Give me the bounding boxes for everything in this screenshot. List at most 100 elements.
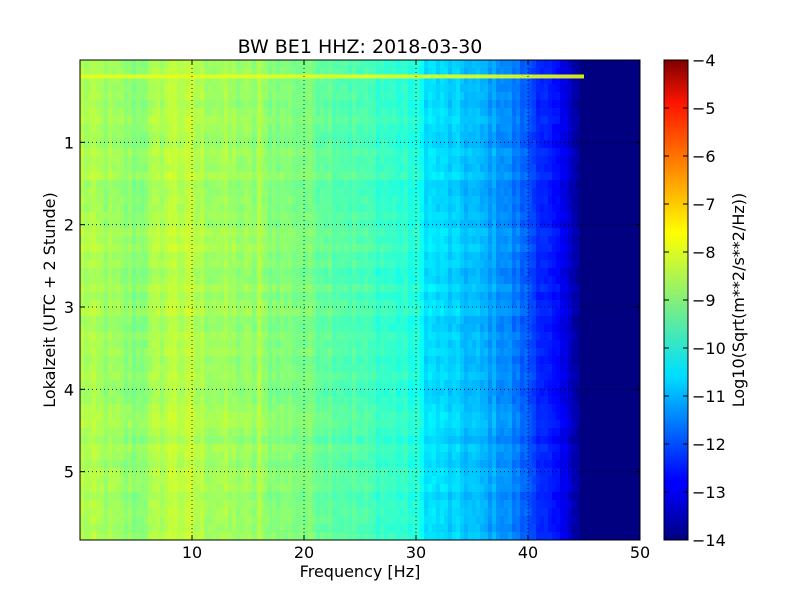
heatmap-cell xyxy=(120,284,125,293)
heatmap-cell xyxy=(228,324,233,333)
heatmap-cell xyxy=(216,316,221,325)
heatmap-cell xyxy=(248,116,253,125)
heatmap-cell xyxy=(88,220,93,229)
heatmap-cell xyxy=(488,212,493,221)
heatmap-cell xyxy=(148,172,153,181)
heatmap-cell xyxy=(252,172,257,181)
heatmap-cell xyxy=(392,228,397,237)
heatmap-cell xyxy=(536,308,541,317)
heatmap-cell xyxy=(612,228,617,237)
heatmap-cell xyxy=(364,60,369,69)
heatmap-cell xyxy=(240,100,245,109)
heatmap-cell xyxy=(292,84,297,93)
heatmap-cell xyxy=(132,308,137,317)
heatmap-cell xyxy=(96,220,101,229)
heatmap-cell xyxy=(220,116,225,125)
heatmap-cell xyxy=(128,292,133,301)
heatmap-cell xyxy=(352,340,357,349)
heatmap-cell xyxy=(140,180,145,189)
heatmap-cell xyxy=(148,140,153,149)
heatmap-cell xyxy=(336,316,341,325)
heatmap-cell xyxy=(356,124,361,133)
heatmap-cell xyxy=(216,228,221,237)
heatmap-cell xyxy=(352,292,357,301)
heatmap-cell xyxy=(84,332,89,341)
heatmap-cell xyxy=(196,84,201,93)
heatmap-cell xyxy=(488,316,493,325)
heatmap-cell xyxy=(356,276,361,285)
heatmap-cell xyxy=(428,100,433,109)
heatmap-cell xyxy=(460,164,465,173)
heatmap-cell xyxy=(572,220,577,229)
heatmap-cell xyxy=(464,92,469,101)
heatmap-cell xyxy=(592,68,597,77)
heatmap-cell xyxy=(216,132,221,141)
heatmap-cell xyxy=(184,100,189,109)
heatmap-cell xyxy=(152,156,157,165)
heatmap-cell xyxy=(592,308,597,317)
heatmap-cell xyxy=(636,188,640,197)
heatmap-cell xyxy=(472,124,477,133)
heatmap-cell xyxy=(240,244,245,253)
heatmap-cell xyxy=(552,116,557,125)
heatmap-cell xyxy=(432,124,437,133)
heatmap-cell xyxy=(108,220,113,229)
heatmap-cell xyxy=(564,252,569,261)
heatmap-cell xyxy=(616,132,621,141)
heatmap-cell xyxy=(384,60,389,69)
heatmap-cell xyxy=(344,100,349,109)
heatmap-cell xyxy=(544,76,549,85)
heatmap-cell xyxy=(364,172,369,181)
heatmap-cell xyxy=(424,236,429,245)
heatmap-cell xyxy=(432,276,437,285)
heatmap-cell xyxy=(156,324,161,333)
heatmap-cell xyxy=(524,324,529,333)
heatmap-cell xyxy=(304,308,309,317)
heatmap-cell xyxy=(272,196,277,205)
heatmap-cell xyxy=(584,196,589,205)
heatmap-cell xyxy=(536,76,541,85)
heatmap-cell xyxy=(588,244,593,253)
heatmap-cell xyxy=(296,340,301,349)
heatmap-cell xyxy=(456,284,461,293)
heatmap-cell xyxy=(264,260,269,269)
heatmap-cell xyxy=(540,308,545,317)
heatmap-cell xyxy=(404,316,409,325)
heatmap-cell xyxy=(184,188,189,197)
heatmap-cell xyxy=(416,196,421,205)
heatmap-cell xyxy=(372,100,377,109)
heatmap-cell xyxy=(120,268,125,277)
heatmap-cell xyxy=(544,276,549,285)
heatmap-cell xyxy=(304,172,309,181)
heatmap-cells xyxy=(80,60,640,540)
heatmap-cell xyxy=(528,100,533,109)
heatmap-cell xyxy=(588,212,593,221)
heatmap-cell xyxy=(424,260,429,269)
heatmap-cell xyxy=(172,84,177,93)
heatmap-cell xyxy=(540,236,545,245)
heatmap-cell xyxy=(112,300,117,309)
heatmap-cell xyxy=(400,76,405,85)
heatmap-cell xyxy=(216,212,221,221)
heatmap-cell xyxy=(408,260,413,269)
heatmap-cell xyxy=(572,108,577,117)
heatmap-cell xyxy=(196,292,201,301)
heatmap-cell xyxy=(464,84,469,93)
heatmap-cell xyxy=(180,284,185,293)
heatmap-cell xyxy=(596,236,601,245)
heatmap-cell xyxy=(88,268,93,277)
heatmap-cell xyxy=(484,204,489,213)
heatmap-cell xyxy=(252,292,257,301)
heatmap-cell xyxy=(112,196,117,205)
heatmap-cell xyxy=(624,324,629,333)
heatmap-cell xyxy=(248,236,253,245)
heatmap-cell xyxy=(428,340,433,349)
heatmap-cell xyxy=(164,92,169,101)
heatmap-cell xyxy=(336,340,341,349)
heatmap-cell xyxy=(616,92,621,101)
heatmap-cell xyxy=(164,324,169,333)
heatmap-cell xyxy=(588,276,593,285)
heatmap-cell xyxy=(468,196,473,205)
heatmap-cell xyxy=(476,220,481,229)
heatmap-cell xyxy=(444,100,449,109)
